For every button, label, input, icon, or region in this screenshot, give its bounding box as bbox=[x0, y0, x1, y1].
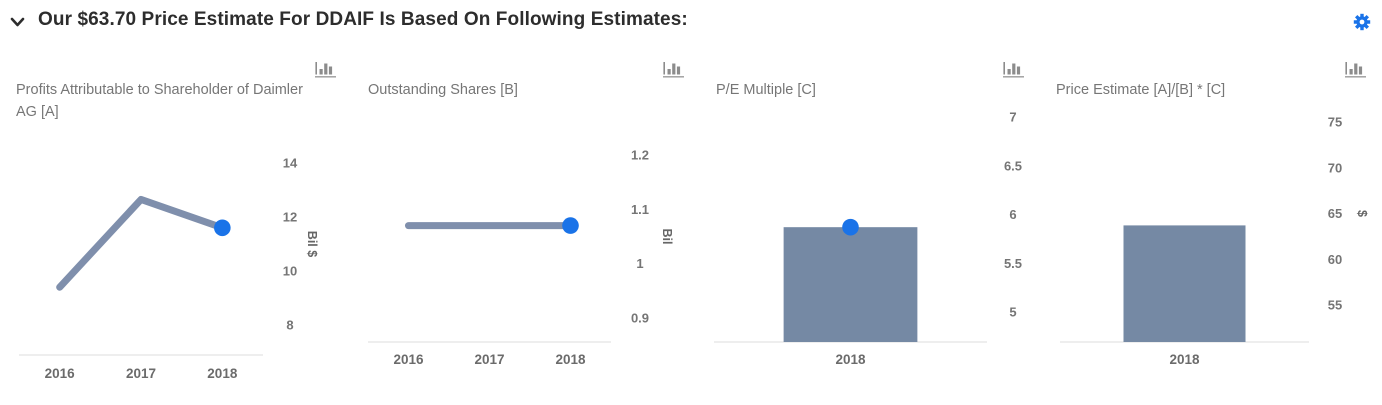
chevron-down-icon[interactable] bbox=[9, 15, 26, 29]
svg-text:Bil $: Bil $ bbox=[305, 231, 319, 257]
svg-text:2018: 2018 bbox=[1169, 352, 1200, 367]
svg-text:14: 14 bbox=[283, 156, 298, 171]
svg-text:12: 12 bbox=[283, 210, 297, 225]
chart-card-shares: 1.2 1.1 1 0.9 Bil 2016 2017 2018 Outstanding Sh… bbox=[352, 0, 700, 405]
svg-text:8: 8 bbox=[286, 318, 293, 333]
svg-text:6.5: 6.5 bbox=[1004, 158, 1022, 173]
bar-chart-icon[interactable] bbox=[315, 61, 336, 78]
svg-text:2016: 2016 bbox=[45, 366, 76, 381]
chart-title: Price Estimate [A]/[B] * [C] bbox=[1056, 82, 1226, 98]
svg-text:2018: 2018 bbox=[555, 352, 586, 367]
svg-text:1.2: 1.2 bbox=[631, 148, 649, 163]
svg-text:6: 6 bbox=[1009, 207, 1016, 222]
svg-text:2018: 2018 bbox=[835, 352, 866, 367]
svg-text:0.9: 0.9 bbox=[631, 310, 649, 325]
svg-text:2017: 2017 bbox=[126, 366, 156, 381]
chart-card-profits: 14 12 10 8 Bil $ 2016 2017 2018 Profits Attribu… bbox=[0, 0, 352, 405]
chart-card-price-estimate: 75 70 65 60 55 $2018 Price Estimate [A]/[B] *… bbox=[1040, 0, 1382, 405]
page-title: Our $63.70 Price Estimate For DDAIF Is B… bbox=[38, 9, 688, 30]
price-chart-canvas[interactable]: 75 70 65 60 55 $2018 bbox=[1040, 0, 1382, 405]
pe-chart-canvas[interactable]: 7 6.5 6 5.5 5 2018 bbox=[700, 0, 1040, 405]
chart-card-pe-multiple: 7 6.5 6 5.5 5 2018 P/E Multiple [C] bbox=[700, 0, 1040, 405]
chart-title: Profits Attributable to Shareholder of D… bbox=[16, 82, 303, 120]
svg-text:70: 70 bbox=[1328, 160, 1342, 175]
bar-chart-icon[interactable] bbox=[1003, 61, 1024, 78]
bar-chart-icon[interactable] bbox=[663, 61, 684, 78]
svg-text:7: 7 bbox=[1009, 110, 1016, 125]
profits-chart-canvas[interactable]: 14 12 10 8 Bil $ 2016 2017 2018 bbox=[0, 0, 352, 405]
chart-title: P/E Multiple [C] bbox=[716, 82, 816, 98]
section-header: Our $63.70 Price Estimate For DDAIF Is B… bbox=[0, 0, 1382, 50]
svg-text:Bil: Bil bbox=[660, 228, 674, 244]
svg-text:75: 75 bbox=[1328, 115, 1342, 130]
svg-text:5: 5 bbox=[1009, 305, 1016, 320]
bar-chart-icon[interactable] bbox=[1345, 61, 1366, 78]
svg-text:2016: 2016 bbox=[393, 352, 424, 367]
shares-chart-canvas[interactable]: 1.2 1.1 1 0.9 Bil 2016 2017 2018 bbox=[352, 0, 700, 405]
svg-text:$: $ bbox=[1355, 210, 1369, 217]
svg-text:1: 1 bbox=[636, 256, 643, 271]
chart-title: Outstanding Shares [B] bbox=[368, 82, 518, 98]
svg-text:10: 10 bbox=[283, 264, 297, 279]
gear-icon[interactable] bbox=[1353, 13, 1371, 31]
svg-text:60: 60 bbox=[1328, 252, 1342, 267]
svg-text:65: 65 bbox=[1328, 206, 1342, 221]
svg-text:55: 55 bbox=[1328, 298, 1342, 313]
svg-text:1.1: 1.1 bbox=[631, 202, 649, 217]
svg-text:2017: 2017 bbox=[474, 352, 504, 367]
svg-text:2018: 2018 bbox=[207, 366, 238, 381]
svg-text:5.5: 5.5 bbox=[1004, 256, 1022, 271]
